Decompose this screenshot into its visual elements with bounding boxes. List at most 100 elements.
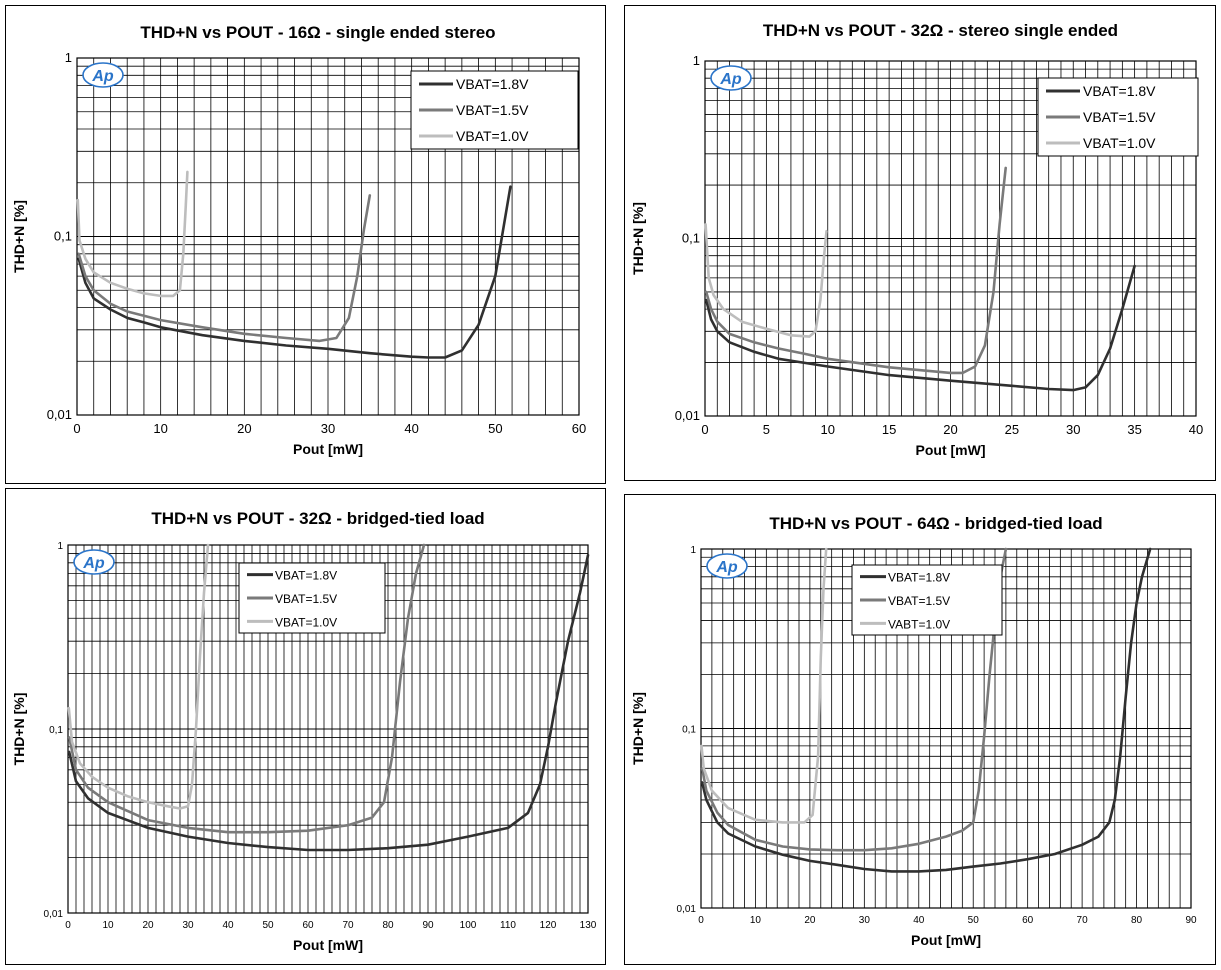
x-tick-label: 20: [237, 421, 251, 436]
series-line: [67, 543, 210, 810]
y-tick-label: 0,01: [675, 408, 700, 423]
series-line: [704, 223, 828, 338]
y-axis-label: THD+N [%]: [630, 202, 646, 275]
y-tick-label: 0,1: [682, 231, 700, 246]
x-tick-label: 30: [859, 915, 871, 926]
ap-logo-text: Ap: [82, 555, 105, 572]
series-line: [700, 547, 1152, 873]
x-axis-label: Pout [mW]: [293, 441, 363, 457]
ap-logo: Ap: [706, 553, 748, 579]
ap-logo-ring: [73, 549, 115, 575]
y-axis-label: THD+N [%]: [630, 692, 646, 765]
x-tick-label: 130: [580, 920, 597, 931]
x-tick-label: 40: [222, 920, 234, 931]
x-tick-label: 10: [153, 421, 167, 436]
legend-entry: VBAT=1.8V: [456, 76, 529, 92]
grid: [700, 549, 1192, 909]
legend: VBAT=1.8V VBAT=1.5V VBAT=1.0V: [238, 562, 386, 634]
y-axis-label: THD+N [%]: [11, 693, 27, 766]
y-tick-label: 0,01: [47, 407, 72, 422]
series-line: [76, 170, 189, 298]
plot-area-border: [700, 548, 1192, 909]
chart-title: THD+N vs POUT - 16Ω - single ended stere…: [140, 23, 495, 42]
y-tick-label: 0,1: [54, 229, 72, 244]
y-tick-label: 0,1: [682, 725, 696, 736]
plot-area-border: [704, 60, 1197, 417]
x-tick-label: 35: [1127, 422, 1141, 437]
x-axis-label: Pout [mW]: [293, 937, 363, 953]
series-line: [704, 264, 1136, 392]
x-tick-label: 70: [1077, 915, 1089, 926]
legend-entry: VBAT=1.0V: [456, 128, 529, 144]
ap-logo-ring: [82, 62, 124, 88]
legend-entry: VBAT=1.5V: [456, 102, 529, 118]
chart-svg-64ohm-btl: THD+N vs POUT - 64Ω - bridged-tied load 0…: [630, 514, 1197, 948]
chart-title: THD+N vs POUT - 32Ω - stereo single ende…: [763, 21, 1118, 40]
x-tick-label: 30: [182, 920, 194, 931]
x-tick-label: 80: [1131, 915, 1143, 926]
legend-entry: VBAT=1.8V: [888, 571, 950, 585]
x-tick-label: 60: [1022, 915, 1034, 926]
x-tick-label: 20: [142, 920, 154, 931]
legend-entry: VBAT=1.5V: [888, 594, 950, 608]
legend-entry: VBAT=1.5V: [1083, 109, 1156, 125]
series-line: [77, 194, 372, 343]
y-axis-label: THD+N [%]: [11, 200, 27, 273]
ap-logo-text: Ap: [719, 71, 742, 88]
x-tick-label: 110: [500, 920, 516, 931]
x-tick-label: 0: [65, 920, 71, 931]
legend-entry: VBAT=1.8V: [275, 569, 337, 583]
x-tick-label: 50: [488, 421, 502, 436]
x-tick-label: 60: [572, 421, 586, 436]
x-tick-label: 30: [1066, 422, 1080, 437]
x-tick-label: 50: [968, 915, 980, 926]
legend-entry: VABT=1.0V: [888, 617, 950, 631]
series-line: [700, 547, 1008, 852]
x-tick-label: 40: [913, 915, 925, 926]
x-tick-label: 40: [404, 421, 418, 436]
x-axis-label: Pout [mW]: [916, 442, 986, 458]
y-tick-label: 0,01: [677, 904, 697, 915]
x-tick-label: 0: [698, 915, 704, 926]
chart-panel-16ohm-se: THD+N vs POUT - 16Ω - single ended stere…: [5, 5, 606, 484]
x-tick-label: 0: [73, 421, 80, 436]
x-tick-label: 30: [321, 421, 335, 436]
x-tick-label: 50: [262, 920, 274, 931]
chart-panel-64ohm-btl: THD+N vs POUT - 64Ω - bridged-tied load 0…: [624, 494, 1216, 965]
y-tick-label: 0,01: [44, 909, 64, 920]
x-tick-label: 40: [1189, 422, 1203, 437]
legend: VBAT=1.8V VBAT=1.5V VABT=1.0V: [851, 564, 1003, 636]
y-tick-label: 1: [693, 53, 700, 68]
y-tick-label: 1: [690, 545, 696, 556]
plot-area-border: [67, 544, 589, 914]
ap-logo: Ap: [710, 65, 752, 91]
chart-panel-32ohm-btl: THD+N vs POUT - 32Ω - bridged-tied load 0…: [5, 488, 606, 965]
legend-entry: VBAT=1.5V: [275, 592, 337, 606]
x-tick-label: 90: [1185, 915, 1197, 926]
series-line: [700, 547, 828, 824]
x-tick-label: 20: [943, 422, 957, 437]
series-line: [77, 185, 512, 359]
x-tick-label: 70: [342, 920, 354, 931]
y-tick-label: 1: [57, 541, 63, 552]
x-tick-label: 60: [302, 920, 314, 931]
x-tick-label: 100: [460, 920, 477, 931]
chart-title: THD+N vs POUT - 64Ω - bridged-tied load: [769, 514, 1102, 533]
x-tick-label: 10: [750, 915, 762, 926]
x-tick-label: 15: [882, 422, 896, 437]
chart-svg-16ohm-se: THD+N vs POUT - 16Ω - single ended stere…: [11, 23, 586, 457]
series-line: [67, 543, 426, 834]
legend-entry: VBAT=1.0V: [1083, 135, 1156, 151]
x-tick-label: 0: [701, 422, 708, 437]
x-tick-label: 90: [422, 920, 434, 931]
ap-logo-ring: [706, 553, 748, 579]
series-line: [67, 553, 590, 852]
legend: VBAT=1.8V VBAT=1.5V VBAT=1.0V: [1037, 77, 1199, 157]
y-tick-label: 1: [65, 50, 72, 65]
legend-entry: VBAT=1.8V: [1083, 83, 1156, 99]
ap-logo: Ap: [82, 62, 124, 88]
x-tick-label: 5: [763, 422, 770, 437]
series-line: [704, 166, 1007, 375]
legend-entry: VBAT=1.0V: [275, 615, 337, 629]
plot-area-border: [76, 57, 580, 416]
